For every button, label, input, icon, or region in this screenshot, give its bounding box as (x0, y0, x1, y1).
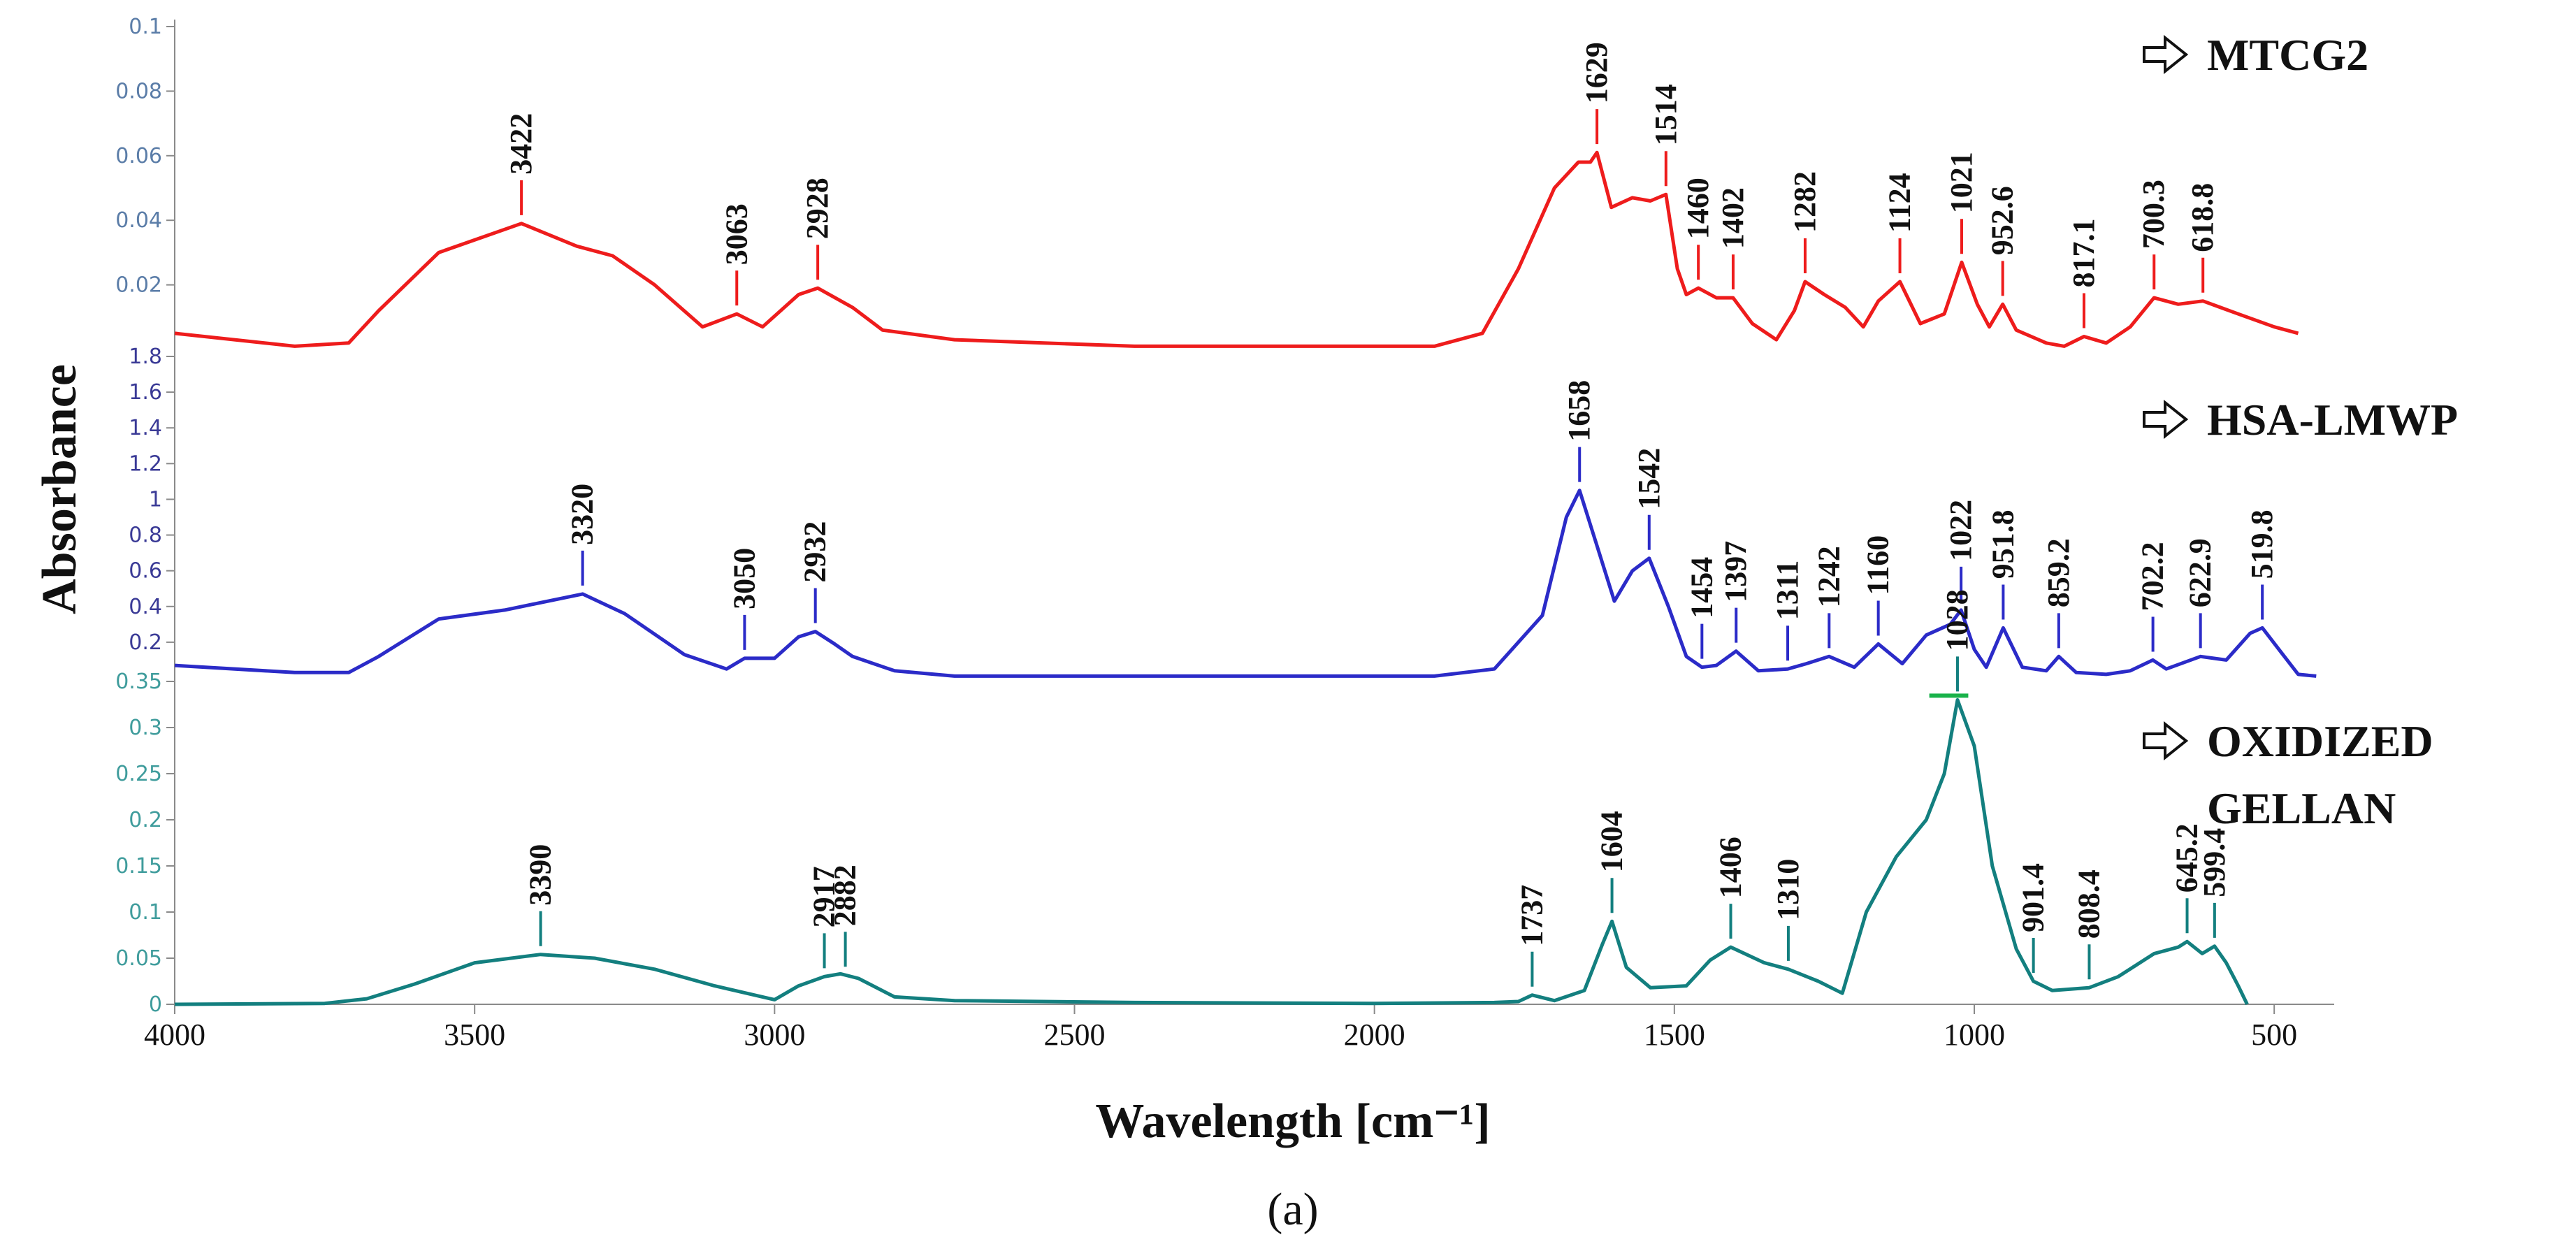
figure-caption: (a) (1267, 1184, 1318, 1235)
y-tick-label: 0.06 (115, 144, 162, 168)
y-tick-label: 0.3 (129, 716, 162, 740)
peak-label: 700.3 (2136, 180, 2171, 249)
y-tick-label: 0.02 (115, 273, 162, 298)
y-tick-label: 0.1 (129, 900, 162, 925)
y-tick-label: 1.8 (129, 345, 162, 369)
peak-label: 1028 (1940, 589, 1974, 651)
peak-label: 1021 (1944, 152, 1978, 213)
peak-labels-layer: 3422 3063 2928 1629 1514 1460 1402 1282 1124 1021… (504, 42, 2279, 987)
peak-label: 1406 (1714, 837, 1748, 898)
y-tick-label: 0.04 (115, 208, 162, 233)
peak-label: 519.8 (2245, 509, 2279, 579)
x-tick-label: 4000 (144, 1018, 205, 1052)
peak-label: 901.4 (2016, 863, 2050, 932)
x-tick-label: 3000 (744, 1018, 805, 1052)
peak-label: 1542 (1632, 448, 1666, 509)
y-tick-label: 0.05 (115, 946, 162, 971)
legend-layer: MTCG2 HSA-LMWP OXIDIZED GELLAN (2143, 30, 2458, 833)
x-tick-label: 1500 (1644, 1018, 1705, 1052)
y-tick-label: 0.25 (115, 762, 162, 786)
peak-label: 618.8 (2185, 183, 2220, 252)
series-layer (174, 150, 2317, 1006)
peak-label: 1160 (1861, 535, 1895, 595)
x-tick-label: 2500 (1044, 1018, 1106, 1052)
peak-label: 1629 (1579, 42, 1614, 103)
peak-label: 1658 (1562, 380, 1596, 442)
series-line-hsa-lmwp (174, 489, 2317, 678)
y-tick-label: 0.6 (129, 559, 162, 584)
peak-label: 952.6 (1985, 186, 2020, 255)
y-tick-label: 0.2 (129, 630, 162, 655)
peak-label: 2928 (800, 178, 834, 239)
series-line-oxidized-gellan (174, 697, 2249, 1006)
x-axis-title: Wavelength [cm⁻¹] (1095, 1094, 1490, 1148)
peak-label: 622.9 (2183, 538, 2217, 607)
peak-label: 1737 (1514, 885, 1549, 946)
y-tick-label: 0.8 (129, 523, 162, 548)
y-axis-title: Absorbance (33, 364, 87, 614)
y-tick-label: 1 (149, 487, 162, 512)
peak-label: 817.1 (2067, 219, 2101, 288)
y-tick-label: 0.2 (129, 808, 162, 832)
peak-label: 1402 (1716, 187, 1750, 249)
x-tick-label: 2000 (1344, 1018, 1405, 1052)
legend-arrow-icon (2143, 34, 2189, 75)
peak-label: 3390 (523, 844, 558, 906)
x-tick-label: 1000 (1944, 1018, 2005, 1052)
peak-label: 702.2 (2136, 542, 2170, 611)
peak-label: 808.4 (2072, 869, 2106, 939)
y-tick-label: 0.08 (115, 79, 162, 103)
peak-label: 3063 (719, 203, 753, 265)
peak-label: 2932 (798, 521, 832, 583)
peak-label: 1022 (1944, 500, 1978, 561)
peak-label: 2917 (807, 866, 841, 927)
y-tick-label: 0.15 (115, 854, 162, 879)
legend-label: GELLAN (2207, 783, 2396, 833)
x-tick-label: 3500 (444, 1018, 505, 1052)
peak-label: 1310 (1771, 859, 1805, 920)
legend-label: MTCG2 (2207, 30, 2368, 80)
legend-label: OXIDIZED (2207, 716, 2433, 766)
peak-label: 1311 (1770, 561, 1804, 621)
legend-label: HSA-LMWP (2207, 395, 2458, 444)
peak-label: 1514 (1649, 84, 1683, 145)
axes-layer: 4000 3500 3000 2500 2000 1500 1000 500 0.02 0.04 0… (115, 15, 2334, 1052)
peak-label: 645.2 (2170, 823, 2204, 892)
peak-label: 3422 (504, 113, 538, 175)
peak-label: 1397 (1718, 541, 1753, 602)
peak-label: 859.2 (2041, 538, 2076, 607)
y-tick-label: 1.6 (129, 380, 162, 405)
y-tick-label: 1.4 (129, 416, 162, 440)
peak-label: 1124 (1883, 173, 1917, 233)
y-tick-label: 0.1 (129, 15, 162, 39)
y-tick-label: 0 (149, 992, 162, 1017)
peak-label: 3050 (727, 548, 761, 609)
peak-label: 1460 (1681, 178, 1715, 239)
series-line-mtcg2 (174, 150, 2299, 348)
peak-label: 1282 (1788, 171, 1822, 233)
peak-label: 951.8 (1985, 509, 2020, 579)
legend-arrow-icon (2143, 721, 2189, 761)
y-tick-label: 0.35 (115, 670, 162, 694)
peak-label: 2882 (828, 865, 862, 926)
peak-label: 599.4 (2197, 828, 2231, 897)
x-tick-label: 500 (2251, 1018, 2297, 1052)
legend-arrow-icon (2143, 399, 2189, 440)
y-tick-label: 0.4 (129, 595, 162, 619)
peak-label: 3320 (565, 484, 600, 545)
peak-label: 1242 (1811, 546, 1846, 607)
peak-label: 1604 (1595, 811, 1629, 872)
peak-label: 1454 (1684, 557, 1718, 619)
y-tick-label: 1.2 (129, 451, 162, 476)
